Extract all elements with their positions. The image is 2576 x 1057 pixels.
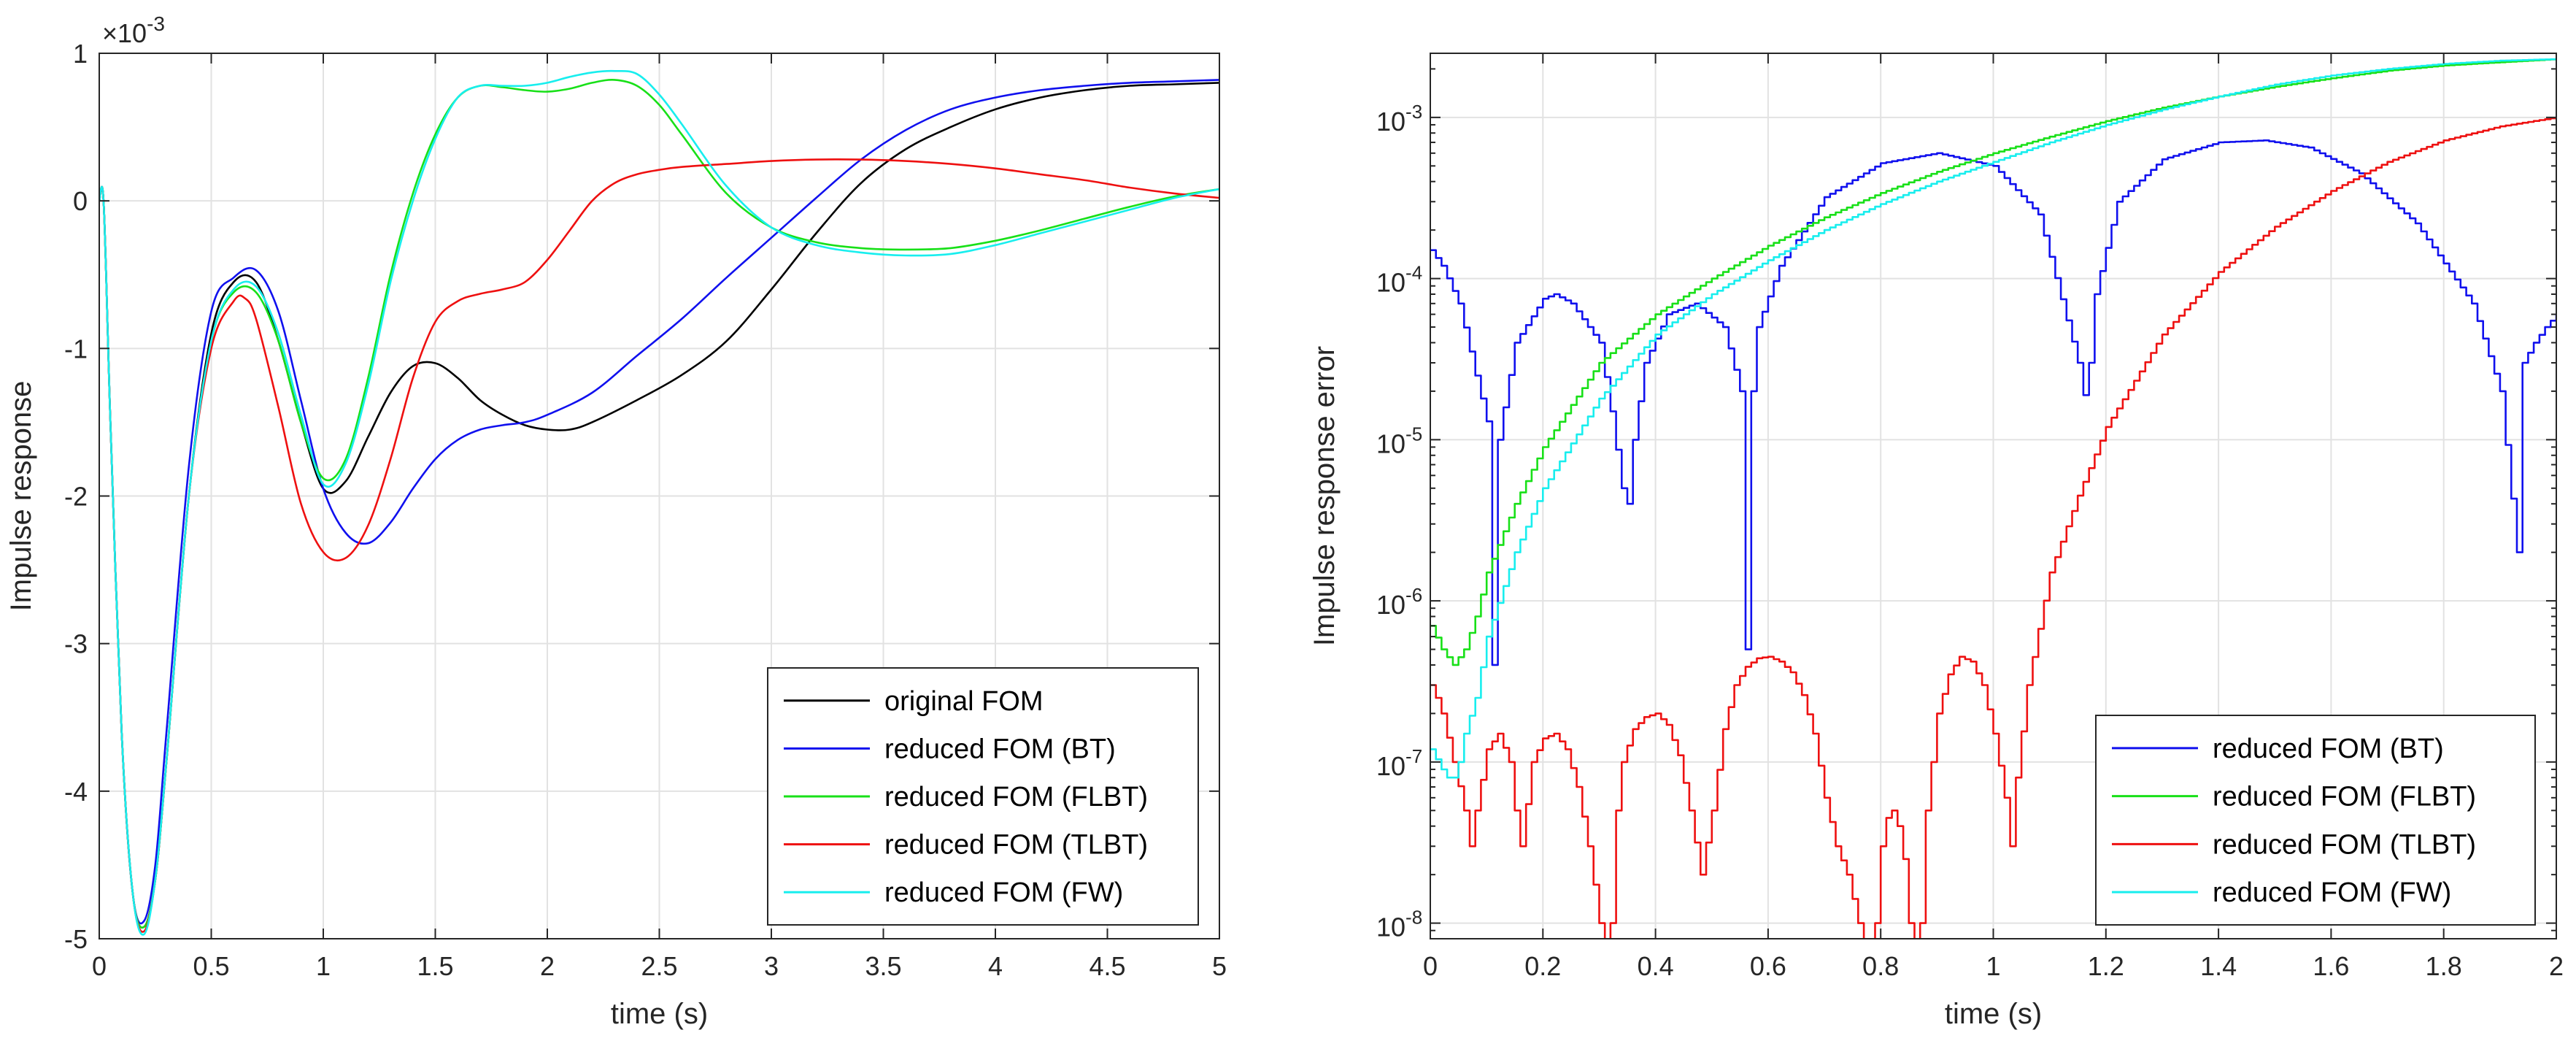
x-tick-label: 3.5 [865,951,901,981]
y-exponent-label: ×10-3 [102,12,165,48]
y-axis-label: Impulse response [5,381,37,612]
x-tick-label: 1 [316,951,331,981]
y-tick-label: 10-3 [1376,101,1422,137]
legend-label: reduced FOM (FLBT) [884,782,1148,812]
x-tick-label: 0.4 [1638,951,1674,981]
series-line-2 [99,79,1219,925]
y-tick-label: 10-6 [1376,584,1422,620]
y-tick-label: 10-7 [1376,745,1422,781]
y-tick-label: -3 [64,629,88,659]
series-line-5 [99,69,1219,936]
axes-frame [1430,53,2557,939]
legend-label: reduced FOM (BT) [2213,734,2444,764]
legend-label: reduced FOM (TLBT) [884,830,1148,861]
legend: reduced FOM (BT) reduced FOM (FLBT) reduce… [2095,715,2536,926]
x-tick-label: 2 [540,951,555,981]
grid [99,53,1219,939]
legend-label: original FOM [884,686,1044,717]
x-axis-label: time (s) [1945,998,2042,1030]
y-tick-label: 1 [73,39,88,69]
x-tick-label: 2 [2549,951,2564,981]
x-tick-label: 0.2 [1524,951,1561,981]
chart-2: 0 0.2 0.4 0.6 0.8 1 1.2 1.4 1.6 1.8 2 10-8 10-7 10-6 1… [1308,53,2564,1030]
x-tick-label: 4.5 [1089,951,1125,981]
x-tick-label: 0.8 [1862,951,1899,981]
series-line-3 [1430,117,2556,939]
x-tick-label: 1.4 [2200,951,2237,981]
x-tick-label: 1.8 [2426,951,2462,981]
series-group [1430,58,2556,939]
series-line-1 [1430,139,2556,666]
x-tick-label: 0 [1423,951,1438,981]
x-tick-label: 1.2 [2088,951,2124,981]
legend-label: reduced FOM (TLBT) [2213,829,2476,860]
chart-1: 0 0.5 1 1.5 2 2.5 3 3.5 4 4.5 5 -5 -4 -3 -2 -1 0 1 ×10-3 ti… [5,12,1227,1030]
x-tick-label: 1.5 [417,951,453,981]
series-line-3 [99,78,1219,929]
legend-box [2095,715,2536,926]
x-tick-label: 2.5 [641,951,677,981]
legend-label: reduced FOM (FW) [884,877,1123,908]
y-tick-label: 10-4 [1376,262,1422,298]
series-line-4 [1430,58,2556,779]
x-tick-label: 3 [764,951,779,981]
x-tick-label: 4 [988,951,1003,981]
legend-label: reduced FOM (FW) [2213,877,2451,908]
y-tick-label: -5 [64,924,88,954]
x-tick-label: 1 [1986,951,2000,981]
x-tick-label: 0 [92,951,107,981]
y-tick-label: -2 [64,482,88,512]
legend-label: reduced FOM (BT) [884,734,1116,764]
x-tick-label: 5 [1212,951,1227,981]
y-tick-label: 10-8 [1376,907,1422,942]
x-tick-label: 1.6 [2313,951,2349,981]
y-tick-label: -1 [64,334,88,364]
y-tick-label: -4 [64,777,88,807]
x-tick-label: 0.6 [1750,951,1786,981]
legend-label: reduced FOM (FLBT) [2213,782,2476,812]
series-line-2 [1430,58,2556,666]
axes-frame [99,53,1220,939]
y-tick-label: 10-5 [1376,423,1422,458]
tick-labels: 0 0.5 1 1.5 2 2.5 3 3.5 4 4.5 5 -5 -4 -3 -2 -1 0 1 [64,39,1227,981]
series-group [99,69,1219,936]
x-tick-label: 0.5 [193,951,229,981]
legend: original FOM reduced FOM (BT) reduced FOM … [767,667,1199,926]
y-axis-label: Impulse response error [1308,346,1341,646]
x-axis-label: time (s) [611,998,708,1030]
series-line-4 [99,158,1219,933]
y-tick-label: 0 [73,186,88,216]
